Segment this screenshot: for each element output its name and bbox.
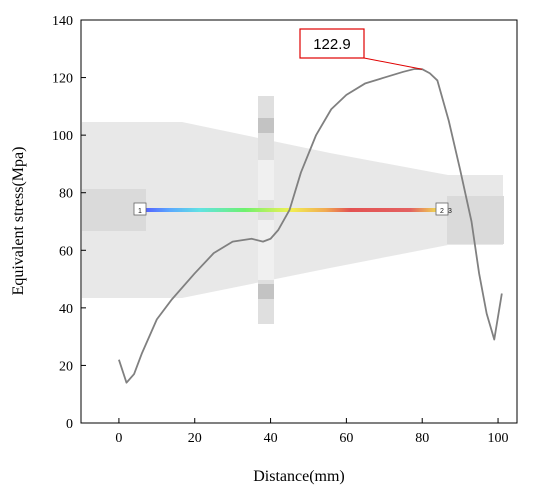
x-tick-label-1: 20 <box>188 431 202 446</box>
x-tick-label-2: 40 <box>264 431 278 446</box>
y-tick-label-4: 80 <box>59 187 73 202</box>
shaft-flange-gap-top <box>258 160 274 200</box>
path-marker-1-label: 1 <box>138 208 142 215</box>
peak-callout-leader <box>363 57 423 70</box>
shaft-end-right <box>447 196 504 244</box>
x-tick-label-0: 0 <box>115 431 122 446</box>
axis-tick-labels: 0 20 40 60 80 100 0 20 40 60 80 100 120 140 <box>52 14 509 446</box>
peak-callout-value: 122.9 <box>313 36 351 53</box>
shaft-model-background: 1 2 3 <box>82 96 504 324</box>
shaft-flange-mark-top <box>258 118 274 133</box>
y-tick-label-1: 20 <box>59 359 73 374</box>
y-tick-label-7: 140 <box>52 14 73 29</box>
shaft-flange-gap-bottom <box>258 220 274 280</box>
path-marker-2 <box>435 202 449 216</box>
path-marker-1 <box>133 202 147 216</box>
x-tick-label-4: 80 <box>415 431 429 446</box>
axis-ticks <box>81 19 499 424</box>
y-tick-label-6: 120 <box>52 72 73 87</box>
peak-callout-box <box>299 28 365 59</box>
y-tick-label-5: 100 <box>52 129 73 144</box>
x-tick-label-3: 60 <box>339 431 353 446</box>
y-tick-label-2: 40 <box>59 302 73 317</box>
path-marker-2-label: 2 <box>440 208 444 215</box>
series-line-0 <box>118 68 503 384</box>
x-axis-title: Distance(mm) <box>253 468 345 485</box>
series-layer <box>118 68 503 384</box>
peak-annotation: 122.9 <box>299 28 423 70</box>
x-tick-label-5: 100 <box>488 431 509 446</box>
shaft-flange-mark-bottom <box>258 284 274 299</box>
y-tick-label-3: 60 <box>59 244 73 259</box>
y-tick-label-0: 0 <box>66 417 73 432</box>
plot-frame <box>80 19 518 424</box>
y-axis-title: Equivalent stress(Mpa) <box>10 147 27 296</box>
path-marker-3-label: 3 <box>448 208 452 215</box>
